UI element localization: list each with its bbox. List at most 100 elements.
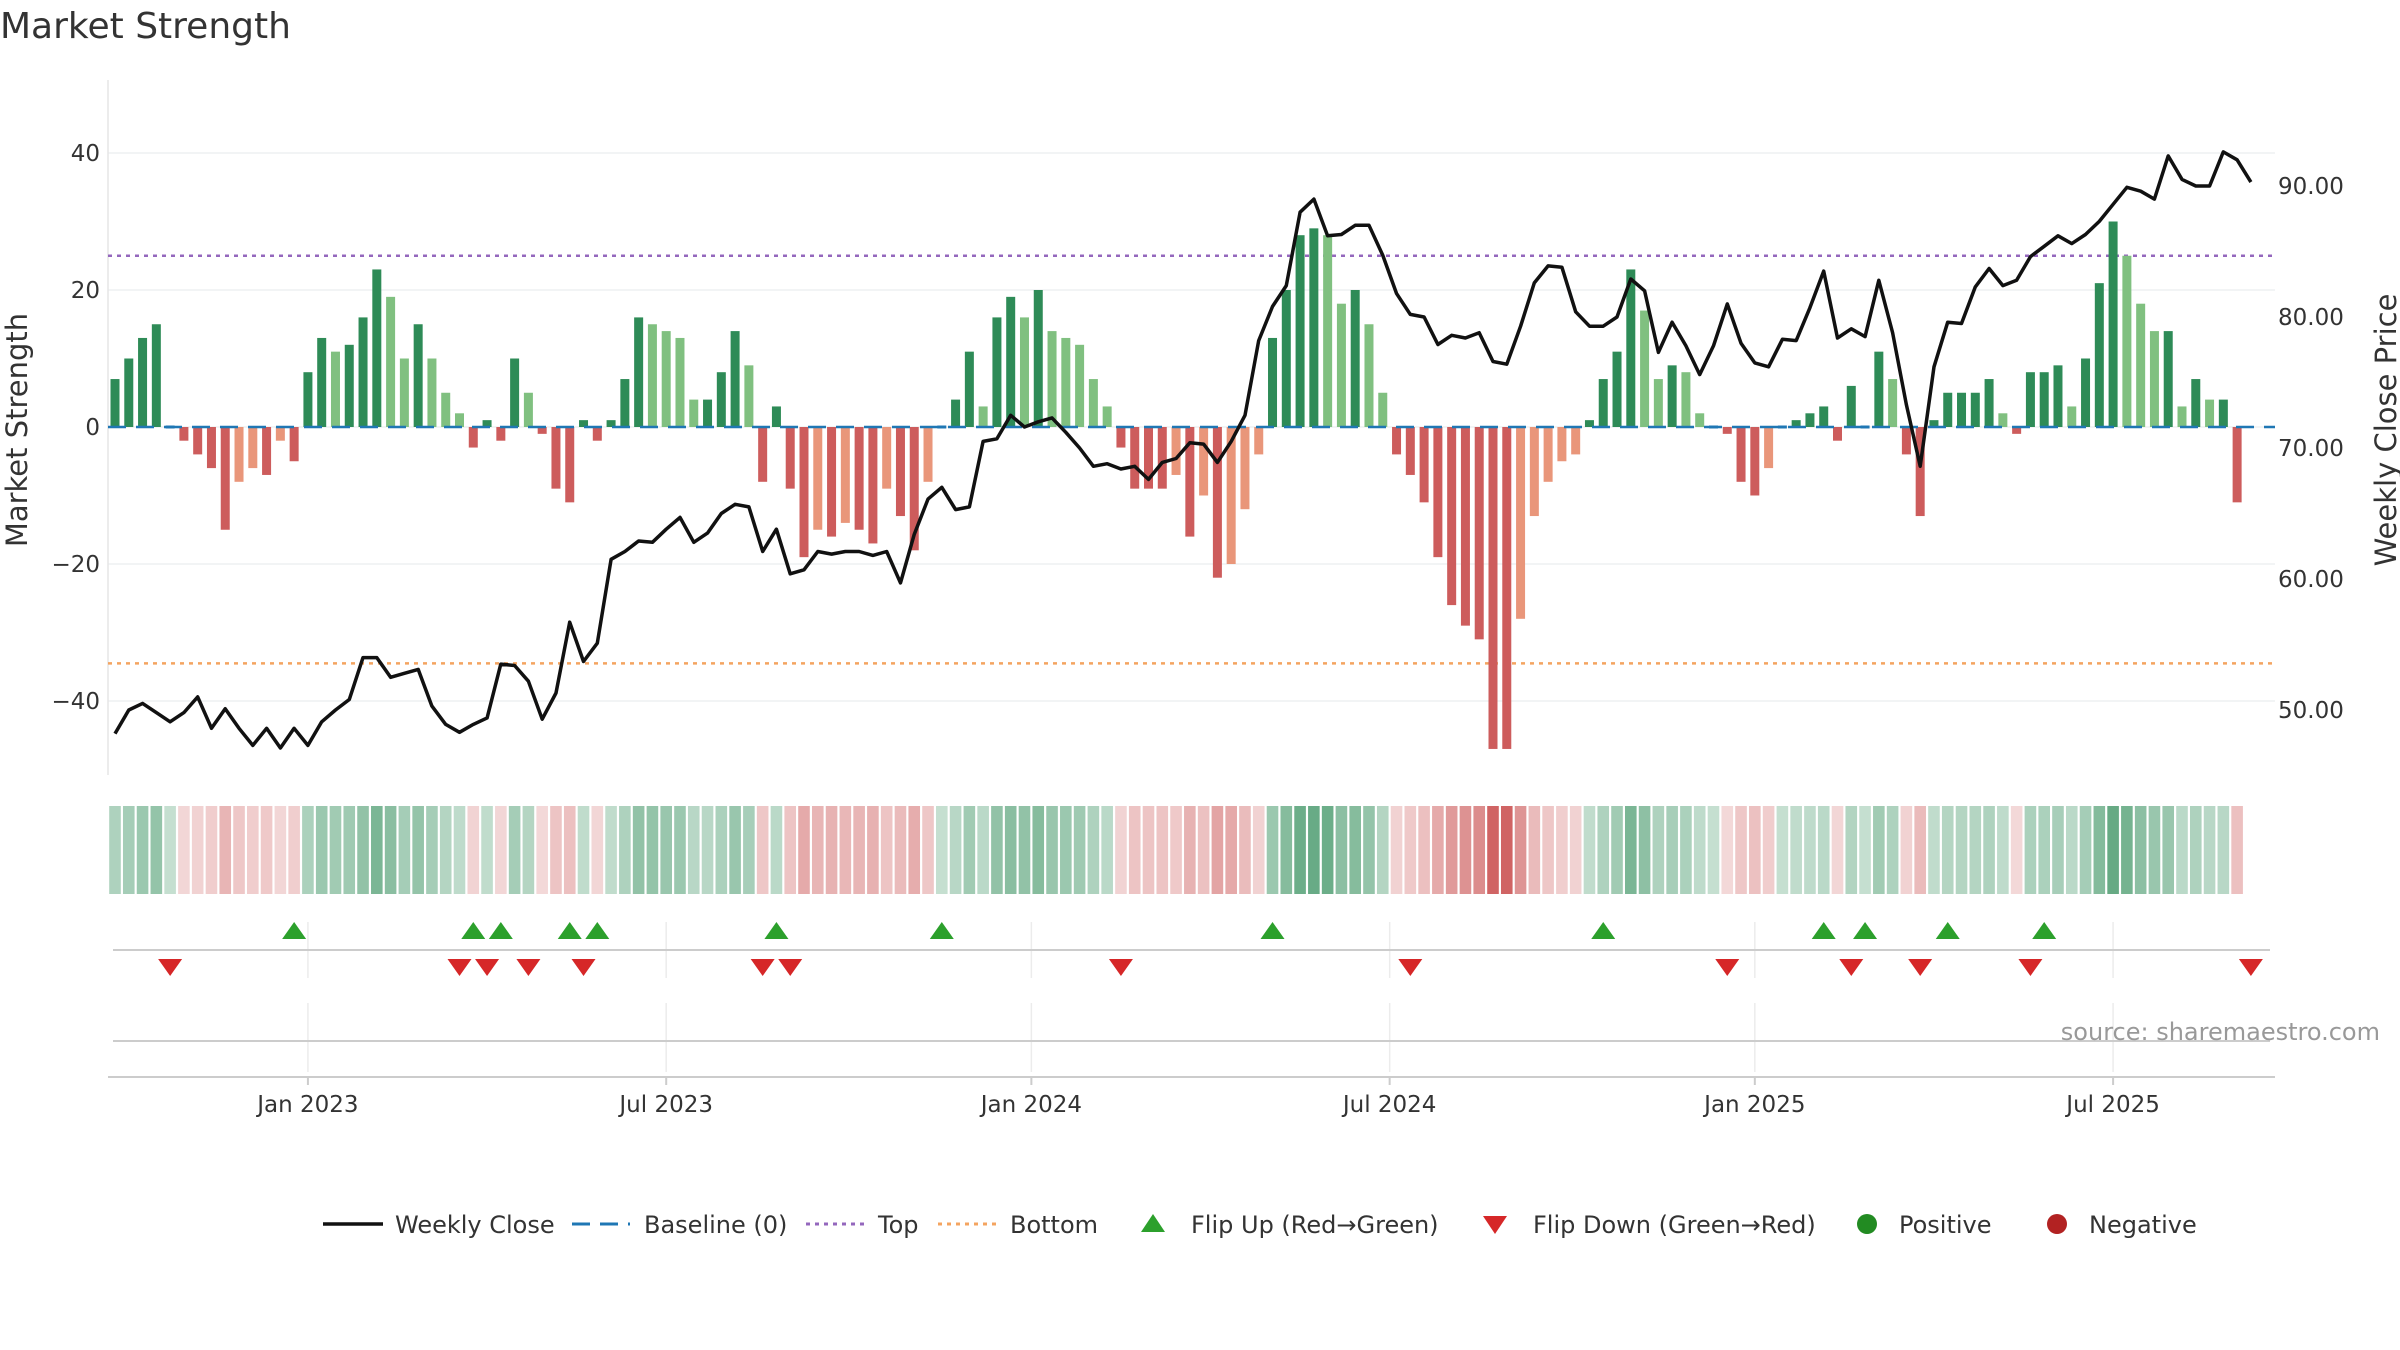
right-axis-title: Weekly Close Price xyxy=(2369,294,2400,567)
strength-bar xyxy=(1102,406,1112,427)
strength-bar xyxy=(1695,413,1705,427)
weekly-close-line xyxy=(113,150,2253,750)
strength-bar xyxy=(1447,427,1457,606)
legend-item: Flip Down (Green→Red) xyxy=(1483,1211,1816,1239)
legend-item: Top xyxy=(806,1211,919,1239)
strength-bar xyxy=(1171,427,1181,475)
flip-up-marker xyxy=(488,922,513,939)
heat-cell xyxy=(467,806,480,894)
strength-bar xyxy=(992,317,1002,427)
legend-negative-dot xyxy=(2047,1214,2067,1234)
strength-bar xyxy=(1791,420,1801,427)
heat-cell xyxy=(1432,806,1444,894)
strength-bar xyxy=(909,427,919,551)
strength-bar xyxy=(937,425,947,429)
heat-cell xyxy=(1721,806,1734,894)
strength-bar xyxy=(2094,283,2104,427)
flip-down-marker xyxy=(1715,959,1740,976)
heat-cell xyxy=(1280,806,1293,894)
heat-cell xyxy=(426,806,438,894)
flip-down-marker xyxy=(1839,959,1864,976)
heat-cell xyxy=(1018,806,1031,894)
legend-label: Negative xyxy=(2089,1211,2197,1239)
strength-bar xyxy=(1860,425,1870,429)
heat-cell xyxy=(1528,806,1541,894)
strength-bar xyxy=(138,337,148,427)
strength-bar xyxy=(2149,331,2159,427)
right-tick-label: 80.00 xyxy=(2278,305,2344,331)
flip-up-marker xyxy=(461,922,486,939)
strength-bar xyxy=(1419,427,1429,503)
heat-cell xyxy=(1252,806,1265,894)
strength-bar xyxy=(978,406,988,427)
heat-cell xyxy=(743,806,755,894)
strength-bar xyxy=(1075,344,1085,427)
flip-up-marker xyxy=(764,922,789,939)
strength-bar xyxy=(2232,427,2242,503)
strength-bar xyxy=(1254,427,1264,455)
heat-cell xyxy=(1597,806,1610,894)
heat-cell xyxy=(770,806,783,894)
strength-bar xyxy=(606,420,616,427)
heat-cell xyxy=(577,806,590,894)
strength-bar xyxy=(592,427,602,441)
heat-cell xyxy=(1294,806,1306,894)
left-tick-label: 20 xyxy=(71,278,100,304)
strength-bar xyxy=(689,399,699,427)
heat-cell xyxy=(701,806,714,894)
heat-cell xyxy=(1239,806,1251,894)
legend-flip-down-icon xyxy=(1483,1216,1507,1234)
strength-bar xyxy=(2081,358,2091,427)
legend-label: Flip Up (Red→Green) xyxy=(1191,1211,1439,1239)
heat-cell xyxy=(1790,806,1802,894)
heat-cell xyxy=(1859,806,1871,894)
strength-bar xyxy=(565,427,575,503)
heat-cell xyxy=(1211,806,1224,894)
heat-cell xyxy=(1625,806,1637,894)
heat-cell xyxy=(715,806,728,894)
heat-cell xyxy=(1500,806,1513,894)
strength-bar xyxy=(1088,379,1098,427)
axes: 40 20 0 −20 −40 90.00 80.00 70.00 60.00 50.00 xyxy=(51,141,2343,724)
heat-cell xyxy=(343,806,356,894)
heat-cell xyxy=(1776,806,1789,894)
strength-bar xyxy=(1185,427,1195,537)
heat-cell xyxy=(729,806,741,894)
heat-cell xyxy=(1666,806,1678,894)
x-axis: Jan 2023 Jul 2023 Jan 2024 Jul 2024 Jan 2025… xyxy=(108,1076,2275,1118)
strength-bar xyxy=(220,427,230,530)
heat-cell xyxy=(2024,806,2037,894)
right-tick-label: 60.00 xyxy=(2278,567,2344,593)
flip-up-marker xyxy=(1935,922,1960,939)
flip-down-marker xyxy=(2238,959,2263,976)
weekly-close-series xyxy=(113,150,2253,750)
legend-item: Flip Up (Red→Green) xyxy=(1141,1211,1439,1239)
heat-cell xyxy=(894,806,907,894)
heat-cell xyxy=(1569,806,1582,894)
heat-cell xyxy=(867,806,879,894)
strength-bar xyxy=(1144,427,1153,489)
strength-bar xyxy=(2067,406,2077,427)
heat-cell xyxy=(908,806,921,894)
heat-cell xyxy=(1404,806,1417,894)
strength-bar xyxy=(951,399,961,427)
strength-bar xyxy=(661,331,671,427)
strength-bar xyxy=(675,337,685,427)
heat-cell xyxy=(949,806,962,894)
strength-bar xyxy=(1268,337,1278,427)
left-tick-label: 0 xyxy=(85,415,100,441)
heat-cell xyxy=(1735,806,1747,894)
heat-cell xyxy=(563,806,576,894)
heat-cell xyxy=(2065,806,2078,894)
heat-cell xyxy=(1376,806,1389,894)
flip-down-marker xyxy=(1398,959,1423,976)
source-credit: source: sharemaestro.com xyxy=(2061,1018,2380,1046)
heat-cell xyxy=(1514,806,1527,894)
heat-cell xyxy=(1046,806,1058,894)
strength-bar xyxy=(1116,427,1126,448)
flip-up-marker xyxy=(929,922,954,939)
heat-cell xyxy=(1680,806,1692,894)
heat-cell xyxy=(536,806,548,894)
heat-cell xyxy=(1184,806,1196,894)
strength-bar xyxy=(330,351,340,427)
